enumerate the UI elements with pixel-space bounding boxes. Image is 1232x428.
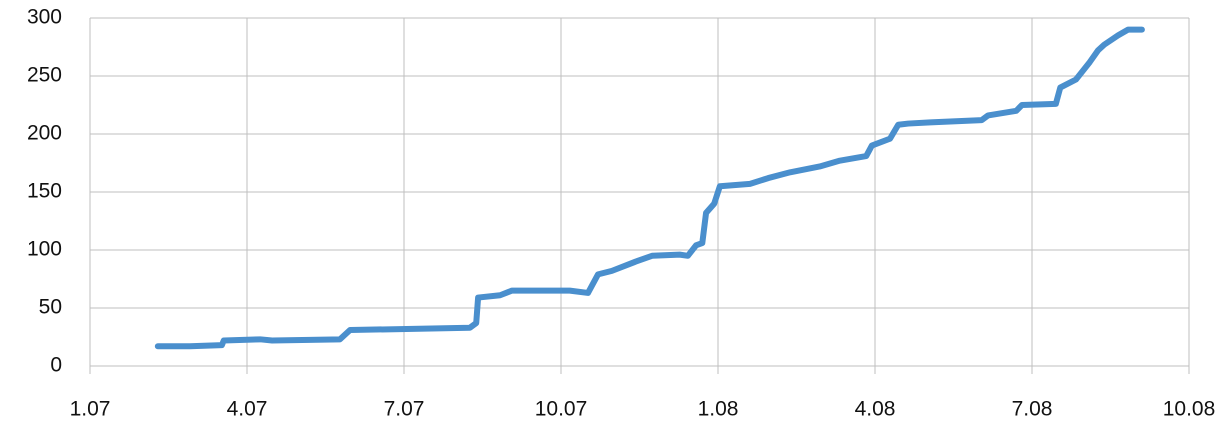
y-tick-label: 250 — [27, 64, 62, 87]
x-tick-label: 10.07 — [535, 398, 588, 421]
y-tick-label: 100 — [27, 238, 62, 261]
data-line — [154, 26, 1145, 350]
x-tick-label: 4.07 — [227, 398, 268, 421]
x-tick-label: 1.08 — [698, 398, 739, 421]
y-tick-label: 150 — [27, 180, 62, 203]
x-tick-label: 7.07 — [384, 398, 425, 421]
y-tick-label: 0 — [50, 354, 62, 377]
y-tick-label: 300 — [27, 6, 62, 29]
x-tick-label: 7.08 — [1012, 398, 1053, 421]
y-tick-label: 50 — [39, 296, 62, 319]
y-tick-label: 200 — [27, 122, 62, 145]
x-tick-label: 10.08 — [1163, 398, 1216, 421]
x-tick-label: 1.07 — [70, 398, 111, 421]
x-tick-label: 4.08 — [855, 398, 896, 421]
